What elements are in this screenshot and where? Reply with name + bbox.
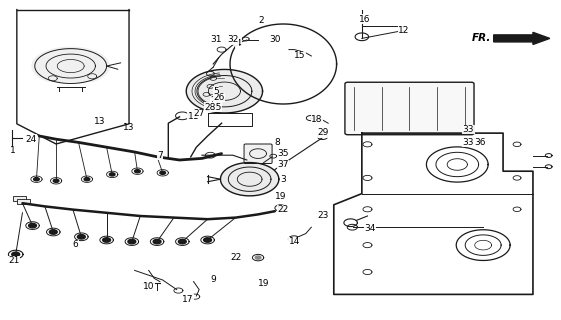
Circle shape <box>204 238 211 242</box>
Text: 10: 10 <box>143 282 154 291</box>
Circle shape <box>103 238 111 242</box>
Text: FR.: FR. <box>471 33 491 43</box>
Text: 11: 11 <box>188 112 199 121</box>
Circle shape <box>153 239 161 244</box>
Text: 4: 4 <box>236 39 241 48</box>
Text: 33: 33 <box>463 138 474 147</box>
Text: 27: 27 <box>194 109 205 118</box>
Text: 12: 12 <box>398 26 410 35</box>
Text: 35: 35 <box>278 149 289 158</box>
Text: 23: 23 <box>317 212 328 220</box>
Circle shape <box>186 69 263 113</box>
Circle shape <box>128 239 136 244</box>
Text: 15: 15 <box>295 52 306 60</box>
Text: 18: 18 <box>311 116 323 124</box>
Circle shape <box>53 179 59 182</box>
Circle shape <box>12 252 20 257</box>
Text: 22: 22 <box>278 205 289 214</box>
Text: 19: 19 <box>275 192 286 201</box>
Circle shape <box>135 170 140 173</box>
FancyArrow shape <box>494 32 550 44</box>
Text: 37: 37 <box>278 160 289 169</box>
Bar <box>13 196 26 201</box>
Text: 3: 3 <box>280 175 286 184</box>
Text: 17: 17 <box>182 295 194 304</box>
Text: 30: 30 <box>269 36 280 44</box>
FancyBboxPatch shape <box>345 82 474 135</box>
Text: 22: 22 <box>230 253 241 262</box>
Text: 14: 14 <box>289 237 300 246</box>
Circle shape <box>160 171 165 174</box>
Circle shape <box>255 256 261 259</box>
FancyBboxPatch shape <box>244 144 272 164</box>
Text: 1: 1 <box>10 146 15 155</box>
Text: 13: 13 <box>94 117 105 126</box>
Text: 2: 2 <box>258 16 264 25</box>
Text: 32: 32 <box>227 36 238 44</box>
Text: 33: 33 <box>463 125 474 134</box>
Text: 9: 9 <box>210 276 216 284</box>
Text: 29: 29 <box>317 128 328 137</box>
Text: 5: 5 <box>213 87 219 96</box>
Bar <box>17 199 30 204</box>
Circle shape <box>278 206 283 210</box>
Text: 7: 7 <box>157 151 163 160</box>
Circle shape <box>77 235 85 239</box>
Text: 26: 26 <box>213 93 224 102</box>
Text: 24: 24 <box>25 135 36 144</box>
Circle shape <box>84 178 90 181</box>
Text: 36: 36 <box>474 138 485 147</box>
Circle shape <box>109 173 115 176</box>
Text: 19: 19 <box>258 279 269 288</box>
Circle shape <box>220 163 279 196</box>
Text: 6: 6 <box>73 240 79 249</box>
Text: 25: 25 <box>210 103 222 112</box>
Text: 31: 31 <box>210 36 222 44</box>
Text: 13: 13 <box>123 124 135 132</box>
Text: 28: 28 <box>205 103 216 112</box>
Circle shape <box>49 230 57 234</box>
Text: 16: 16 <box>359 15 370 24</box>
Circle shape <box>34 178 39 181</box>
Text: 8: 8 <box>275 138 280 147</box>
Text: 21: 21 <box>8 256 20 265</box>
Text: 20: 20 <box>210 96 222 105</box>
Circle shape <box>29 223 36 228</box>
Polygon shape <box>32 47 109 81</box>
Circle shape <box>178 239 186 244</box>
Text: 34: 34 <box>365 224 376 233</box>
